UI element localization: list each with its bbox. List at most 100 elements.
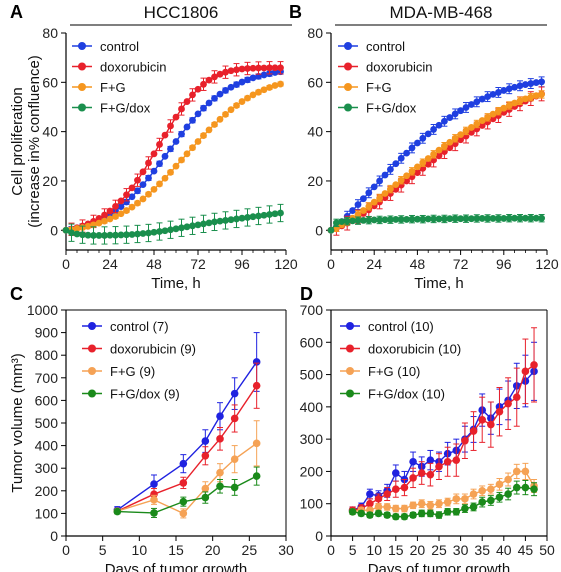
data-point [117, 210, 125, 218]
data-point [417, 509, 426, 518]
x-tick-label: 30 [453, 542, 469, 558]
y-tick-label: 40 [42, 124, 58, 140]
x-tick-label: 5 [99, 542, 107, 558]
legend-label: control [100, 39, 139, 54]
data-point [62, 226, 70, 234]
data-point [172, 225, 180, 233]
data-point [260, 64, 268, 72]
data-point [419, 134, 427, 142]
y-tick-label: 400 [300, 399, 324, 415]
y-tick-label: 600 [35, 392, 59, 408]
data-point [484, 215, 491, 222]
data-point [419, 159, 427, 167]
data-point [128, 184, 136, 192]
y-axis-label: (increase in% confluence) [26, 55, 43, 228]
data-point [79, 231, 86, 239]
legend-label: doxorubicin (10) [368, 342, 461, 357]
data-point [134, 176, 141, 184]
legend-label: doxorubicin [100, 60, 167, 75]
legend-marker [344, 42, 352, 50]
x-tick-label: 96 [496, 256, 512, 272]
data-point [172, 113, 180, 121]
legend-marker [344, 83, 352, 91]
data-point [277, 209, 284, 217]
y-tick-label: 60 [307, 74, 323, 90]
data-point [511, 214, 518, 222]
data-point [478, 498, 487, 506]
x-tick-label: 50 [539, 542, 555, 558]
legend-marker [78, 83, 86, 91]
data-point [409, 474, 417, 482]
y-tick-label: 0 [50, 528, 58, 544]
x-tick-label: 15 [168, 542, 184, 558]
data-point [128, 231, 136, 238]
data-point [139, 230, 147, 237]
data-point [468, 124, 475, 131]
x-tick-label: 25 [242, 542, 258, 558]
data-point [179, 509, 188, 518]
data-point [200, 104, 207, 112]
data-point [392, 485, 400, 493]
data-point [516, 97, 524, 105]
data-point [478, 415, 487, 424]
x-tick-label: 20 [410, 542, 426, 558]
data-point [478, 95, 486, 103]
data-point [489, 91, 497, 98]
x-tick-label: 0 [327, 542, 335, 558]
data-point [139, 195, 147, 203]
data-point [211, 94, 218, 102]
data-point [387, 185, 394, 193]
data-point [271, 82, 279, 89]
data-point [414, 169, 421, 176]
data-point [216, 217, 224, 225]
legend-marker [346, 367, 354, 375]
data-point [112, 202, 119, 210]
legend-marker [88, 322, 96, 330]
x-tick-label: 72 [453, 256, 469, 272]
y-tick-label: 300 [35, 460, 59, 476]
data-point [392, 160, 400, 168]
data-point [478, 487, 487, 495]
x-tick-label: 0 [327, 256, 335, 272]
data-point [179, 497, 188, 506]
data-point [500, 87, 508, 94]
series-f-g-dox-9-: F+G/dox (9) [82, 387, 261, 518]
y-tick-label: 100 [300, 496, 324, 512]
data-point [73, 225, 81, 232]
data-point [211, 218, 218, 226]
data-point [90, 232, 97, 239]
y-tick-label: 60 [42, 74, 58, 90]
data-point [145, 174, 152, 182]
data-point [333, 219, 340, 227]
data-point [150, 509, 158, 517]
data-point [327, 226, 335, 234]
y-tick-label: 500 [300, 367, 324, 383]
data-point [387, 216, 394, 224]
data-point [500, 215, 508, 222]
data-point [150, 228, 158, 236]
data-point [469, 503, 478, 511]
data-point [366, 511, 374, 519]
data-point [128, 193, 136, 201]
series-control-7-: control (7) [82, 319, 261, 514]
data-point [252, 381, 261, 390]
data-point [381, 190, 389, 197]
data-point [374, 503, 383, 511]
data-point [511, 99, 518, 107]
data-point [101, 217, 108, 225]
data-point [409, 501, 417, 510]
data-point [354, 201, 362, 209]
data-point [457, 136, 464, 144]
data-point [230, 455, 239, 463]
data-point [392, 181, 400, 189]
data-point [156, 141, 163, 148]
data-point [374, 495, 383, 503]
data-point [495, 493, 504, 502]
data-point [408, 215, 416, 223]
data-point [473, 98, 481, 106]
data-point [244, 65, 251, 72]
y-tick-label: 500 [35, 415, 59, 431]
data-point [419, 215, 427, 223]
x-tick-label: 30 [278, 542, 294, 558]
panel-label: B [289, 2, 302, 22]
